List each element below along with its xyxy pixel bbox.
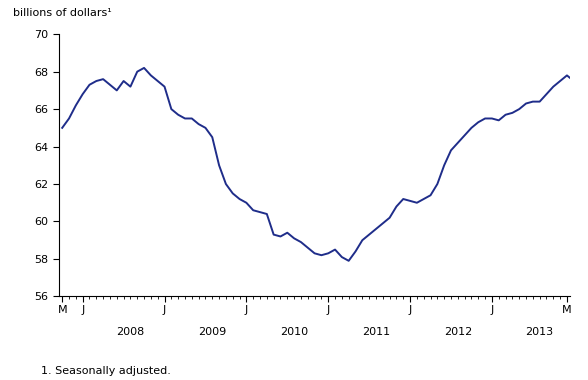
Text: billions of dollars¹: billions of dollars¹ bbox=[13, 8, 112, 19]
Text: 2011: 2011 bbox=[362, 327, 390, 337]
Text: 2008: 2008 bbox=[116, 327, 145, 337]
Text: 2012: 2012 bbox=[444, 327, 472, 337]
Text: 2010: 2010 bbox=[280, 327, 308, 337]
Text: 2009: 2009 bbox=[198, 327, 226, 337]
Text: 2013: 2013 bbox=[526, 327, 554, 337]
Text: 1. Seasonally adjusted.: 1. Seasonally adjusted. bbox=[41, 366, 171, 376]
